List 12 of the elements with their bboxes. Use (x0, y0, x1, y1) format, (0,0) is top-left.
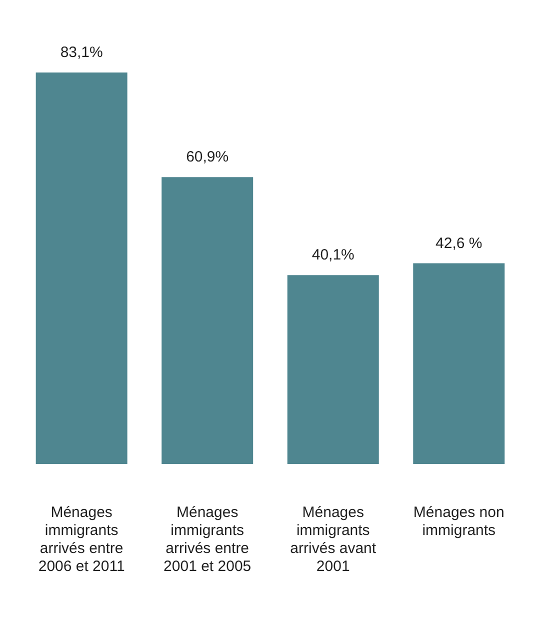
bar (162, 177, 254, 464)
data-label: 42,6 % (436, 234, 482, 252)
bar (36, 72, 128, 464)
bar (413, 263, 505, 464)
data-label: 40,1% (312, 246, 354, 264)
x-tick-label: Ménages non immigrants (413, 504, 504, 540)
data-label: 83,1% (60, 44, 103, 62)
bar (287, 275, 379, 464)
x-tick-label: Ménages immigrants arrivés entre 2006 et 2011 (38, 504, 125, 576)
data-label: 60,9% (186, 148, 229, 166)
x-tick-label: Ménages immigrants arrivés entre 2001 et 2005 (164, 504, 252, 576)
x-tick-label: Ménages immigrants arrivés avant 2001 (290, 504, 377, 576)
